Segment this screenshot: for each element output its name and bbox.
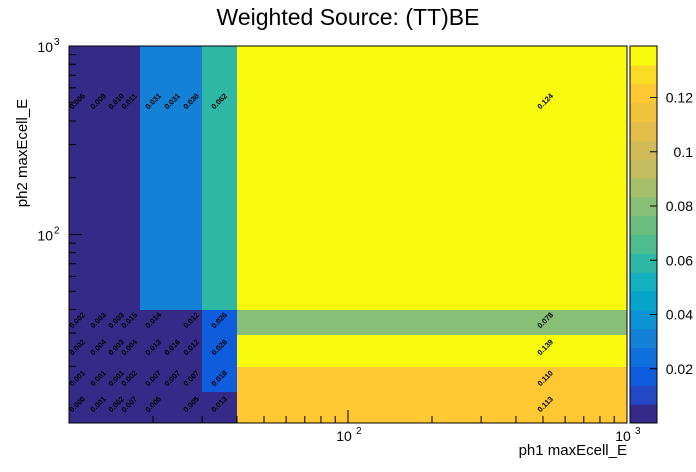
heatmap-cell (91, 367, 140, 392)
heatmap-cell (91, 46, 140, 310)
colorbar-frame (629, 45, 658, 424)
colorbar-segment (630, 328, 657, 349)
colorbar-segment (630, 140, 657, 160)
heatmap-cell (140, 367, 202, 392)
heatmap-cell (202, 335, 237, 367)
heatmap-cell (140, 392, 202, 423)
heatmap-cell (237, 46, 627, 310)
heatmap-cell (69, 335, 91, 367)
colorbar-segment (630, 159, 657, 179)
heatmap-cell (140, 310, 202, 335)
colorbar-segment (630, 291, 657, 311)
x-tick-label: 10 (615, 428, 631, 444)
x-tick-exponent: 3 (635, 426, 641, 437)
y-tick-exponent: 2 (54, 226, 60, 237)
colorbar-tick-label: 0.06 (666, 252, 693, 268)
axes: 10 2 10 310 210 3 (37, 37, 641, 444)
colorbar-segment (630, 272, 657, 292)
x-tick-exponent: 2 (356, 426, 362, 437)
y-axis-label: ph2 maxEcell_E (14, 99, 31, 207)
colorbar-segment (630, 46, 657, 66)
colorbar-segment (630, 177, 657, 198)
colorbar-tick-label: 0.1 (674, 144, 694, 160)
heatmap-cell (202, 46, 237, 310)
heatmap-cell (91, 392, 140, 423)
colorbar-segment (630, 347, 657, 367)
heatmap-cell (69, 392, 91, 423)
colorbar-segment (630, 234, 657, 254)
heatmap-cell (69, 310, 91, 335)
colorbar: 0.02 0.04 0.06 0.08 0.1 0.12 (629, 45, 694, 424)
heatmap-cell (202, 310, 237, 335)
colorbar-segment (630, 83, 657, 104)
colorbar-tick-label: 0.04 (666, 307, 693, 323)
heatmap-cell (237, 310, 627, 335)
colorbar-segment (630, 366, 657, 386)
heatmap-cell (202, 367, 237, 392)
heatmap-cell (237, 367, 627, 392)
colorbar-segment (630, 404, 657, 424)
heatmap-cell (69, 367, 91, 392)
colorbar-segment (630, 64, 657, 85)
colorbar-segment (630, 102, 657, 122)
heatmap-cell (91, 310, 140, 335)
heatmap-cell (91, 335, 140, 367)
heatmap-cell (237, 335, 627, 367)
colorbar-tick-label: 0.12 (666, 90, 693, 106)
y-tick-exponent: 3 (54, 37, 60, 48)
colorbar-segment (630, 196, 657, 217)
colorbar-tick-label: 0.08 (666, 198, 693, 214)
x-axis-label: ph1 maxEcell_E (519, 442, 627, 459)
heatmap-cell (140, 46, 202, 310)
x-tick-label: 10 (336, 428, 352, 444)
colorbar-segment (630, 309, 657, 330)
colorbar-segment (630, 121, 657, 141)
y-tick-label: 10 (37, 39, 53, 55)
y-tick-label: 10 (37, 228, 53, 244)
chart-title: Weighted Source: (TT)BE (217, 4, 480, 30)
heatmap-cell (140, 335, 202, 367)
colorbar-segment (630, 253, 657, 273)
colorbar-segment (630, 215, 657, 235)
heatmap-cell (69, 46, 91, 310)
colorbar-segment (630, 385, 657, 405)
heatmap-cell (202, 392, 237, 423)
colorbar-tick-label: 0.02 (666, 361, 693, 377)
